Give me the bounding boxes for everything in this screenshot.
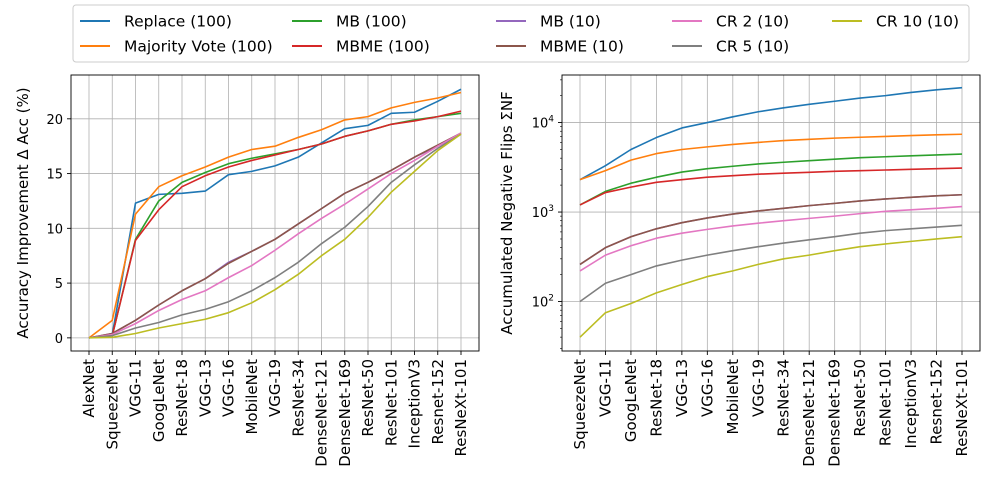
x-tick-label-densenet-169: DenseNet-169 (826, 359, 844, 467)
x-tick-label-googlenet: GoogLeNet (622, 359, 640, 442)
x-tick-label-resnet-50: ResNet-50 (359, 359, 377, 437)
x-tick-label-resnext-101: ResNeXt-101 (452, 359, 470, 456)
x-tick-label-vgg-19: VGG-19 (749, 359, 767, 417)
axes-frame (561, 74, 981, 352)
x-tick-label-vgg-16: VGG-16 (698, 359, 716, 417)
y-axis-label: Accumulated Negative Flips ΣNF (498, 91, 516, 334)
y-tick-label: 102 (532, 294, 554, 311)
legend-box (72, 4, 970, 63)
series-line-replace-100 (88, 88, 462, 339)
x-tick-label-squeezenet: SqueezeNet (571, 359, 589, 450)
legend-label-majority-vote-100: Majority Vote (100) (124, 38, 273, 56)
y-axis-label: Accuracy Improvement Δ Acc (%) (14, 87, 32, 338)
y-tick-label: 20 (46, 113, 63, 128)
x-tick-label-mobilenet: MobileNet (724, 359, 742, 435)
x-tick-label-vgg-16: VGG-16 (220, 359, 238, 417)
series-line-mbme-10 (88, 132, 462, 339)
series-line-cr-2-10 (579, 205, 963, 272)
series-line-mbme-10 (579, 193, 963, 266)
x-tick-label-resnet-34: ResNet-34 (775, 359, 793, 437)
x-tick-label-vgg-13: VGG-13 (196, 359, 214, 417)
series-line-cr-2-10 (88, 132, 462, 339)
x-tick-label-inceptionv3: InceptionV3 (902, 359, 920, 448)
x-tick-label-vgg-11: VGG-11 (596, 359, 614, 417)
x-tick-label-mobilenet: MobileNet (243, 359, 261, 435)
x-tick-label-resnet-18: ResNet-18 (173, 359, 191, 437)
series-line-mbme-100 (88, 110, 462, 339)
series-line-cr-5-10 (579, 224, 963, 303)
x-tick-label-resnet-152: Resnet-152 (928, 359, 946, 444)
y-tick-label: 5 (55, 277, 63, 292)
x-tick-label-densenet-169: DenseNet-169 (336, 359, 354, 467)
legend-label-cr-5-10: CR 5 (10) (716, 38, 789, 56)
x-tick-label-vgg-13: VGG-13 (673, 359, 691, 417)
legend-label-replace-100: Replace (100) (124, 13, 232, 31)
legend-label-mb-100: MB (100) (336, 13, 407, 31)
y-tick-label: 103 (532, 204, 554, 221)
y-tick-label: 104 (532, 115, 555, 132)
x-tick-label-vgg-19: VGG-19 (266, 359, 284, 417)
x-tick-label-squeezenet: SqueezeNet (103, 359, 121, 450)
series-line-replace-100 (579, 86, 963, 181)
legend-label-mbme-10: MBME (10) (540, 38, 624, 56)
x-tick-label-vgg-11: VGG-11 (127, 359, 145, 417)
series-line-cr-10-10 (88, 133, 462, 339)
y-tick-label: 15 (46, 168, 63, 183)
series-line-mbme-100 (579, 167, 963, 206)
negative-flips-chart: 102 103 104 SqueezeNet VGG-11 GoogLeNet ResNet… (498, 74, 981, 467)
legend: Replace (100) Majority Vote (100) MB (100)… (72, 4, 970, 63)
x-tick-label-googlenet: GoogLeNet (150, 359, 168, 442)
x-tick-label-resnet-101: ResNet-101 (382, 359, 400, 446)
x-tick-label-densenet-121: DenseNet-121 (313, 359, 331, 467)
x-tick-label-inceptionv3: InceptionV3 (406, 359, 424, 448)
y-tick-label: 0 (55, 332, 63, 347)
accuracy-improvement-chart: 0 5 10 15 20 AlexNet SqueezeNet VGG-11 GoogLeNet… (14, 74, 480, 467)
x-tick-label-alexnet: AlexNet (80, 359, 98, 418)
series-line-cr-5-10 (88, 133, 462, 339)
legend-label-cr-2-10: CR 2 (10) (716, 13, 789, 31)
x-tick-label-resnet-152: Resnet-152 (429, 359, 447, 444)
x-tick-label-resnext-101: ResNeXt-101 (953, 359, 971, 456)
series-line-mb-100 (579, 153, 963, 206)
x-tick-label-resnet-101: ResNet-101 (877, 359, 895, 446)
legend-label-mbme-100: MBME (100) (336, 38, 430, 56)
x-tick-label-densenet-121: DenseNet-121 (800, 359, 818, 467)
legend-label-cr-10-10: CR 10 (10) (876, 13, 959, 31)
x-tick-label-resnet-34: ResNet-34 (289, 359, 307, 437)
series-line-majority-vote-100 (579, 133, 963, 181)
series-line-majority-vote-100 (88, 91, 462, 339)
x-tick-label-resnet-18: ResNet-18 (647, 359, 665, 437)
x-tick-label-resnet-50: ResNet-50 (851, 359, 869, 437)
y-tick-label: 10 (46, 222, 63, 237)
legend-label-mb-10: MB (10) (540, 13, 601, 31)
series-line-cr-10-10 (579, 235, 963, 338)
